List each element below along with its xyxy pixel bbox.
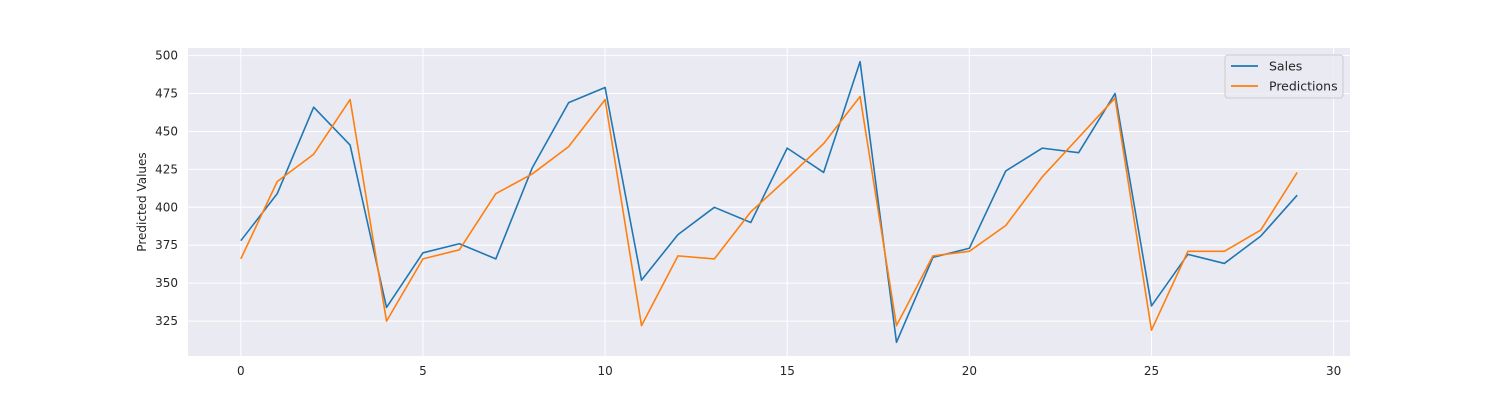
x-tick-label: 25	[1144, 364, 1159, 378]
x-tick-label: 5	[419, 364, 427, 378]
legend: Sales Predictions	[1224, 54, 1344, 99]
y-axis-label: Predicted Values	[135, 152, 149, 251]
y-tick-labels: 325 350 375 400 425 450 475 500	[155, 49, 178, 329]
x-tick-label: 15	[780, 364, 795, 378]
y-tick-label: 325	[155, 314, 178, 328]
y-tick-label: 350	[155, 276, 178, 290]
x-tick-label: 20	[962, 364, 977, 378]
legend-label-predictions: Predictions	[1269, 79, 1338, 94]
x-tick-labels: 0 5 10 15 20 25 30	[237, 364, 1341, 378]
y-tick-label: 450	[155, 124, 178, 138]
y-tick-label: 375	[155, 238, 178, 252]
x-tick-label: 0	[237, 364, 245, 378]
x-tick-label: 10	[597, 364, 612, 378]
y-tick-label: 475	[155, 87, 178, 101]
y-tick-label: 425	[155, 162, 178, 176]
y-tick-label: 400	[155, 200, 178, 214]
x-tick-label: 30	[1326, 364, 1341, 378]
plot-background	[188, 48, 1350, 356]
series-line-sales	[240, 60, 1298, 344]
series-line-predictions	[240, 95, 1298, 332]
y-tick-label: 500	[155, 49, 178, 63]
legend-label-sales: Sales	[1269, 59, 1302, 74]
series-lines	[240, 60, 1298, 344]
